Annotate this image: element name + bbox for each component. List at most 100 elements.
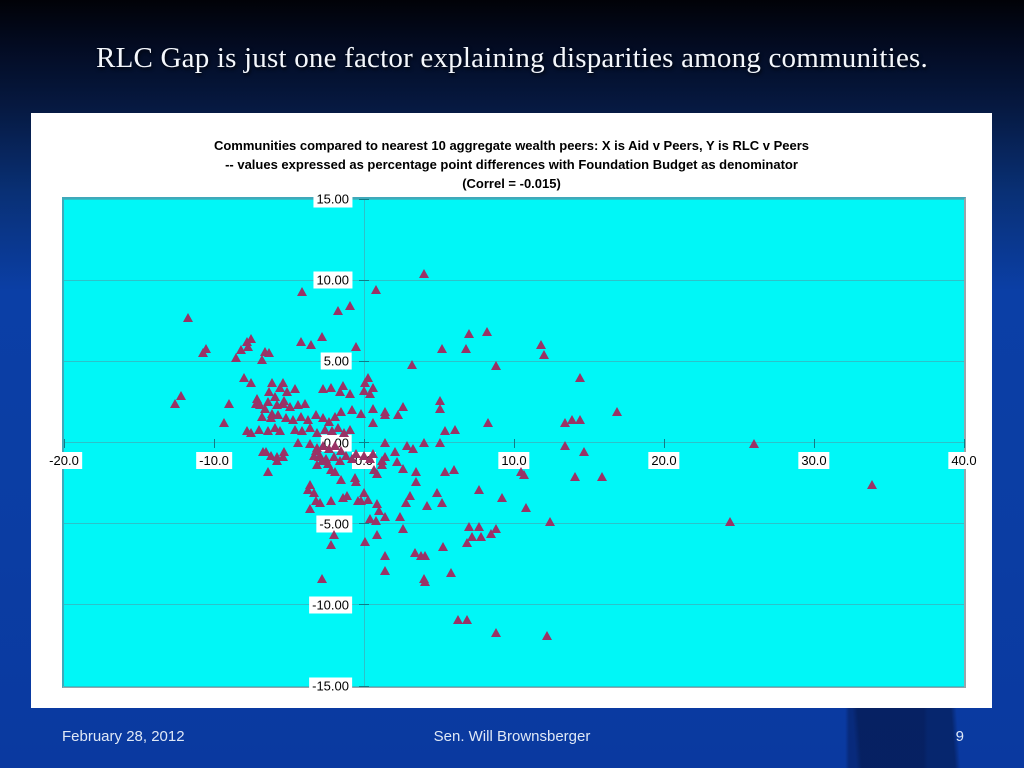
y-axis-tick bbox=[359, 442, 369, 443]
data-point-triangle bbox=[367, 403, 378, 413]
data-point-triangle bbox=[405, 491, 415, 501]
data-point-triangle bbox=[360, 377, 370, 387]
data-point-triangle bbox=[394, 512, 405, 522]
data-point-triangle bbox=[397, 402, 408, 412]
data-point-triangle bbox=[358, 488, 369, 498]
data-point-triangle bbox=[282, 387, 292, 397]
data-point-triangle bbox=[198, 348, 208, 358]
data-point-triangle bbox=[246, 428, 256, 437]
data-point-triangle bbox=[355, 496, 366, 506]
data-point-triangle bbox=[496, 492, 507, 502]
slide-title: RLC Gap is just one factor explaining di… bbox=[96, 42, 928, 74]
data-point-triangle bbox=[277, 452, 288, 462]
data-point-triangle bbox=[325, 382, 336, 392]
gridline-horizontal bbox=[64, 279, 964, 281]
data-point-triangle bbox=[612, 406, 622, 416]
data-point-triangle bbox=[460, 343, 471, 353]
data-point-triangle bbox=[175, 390, 186, 400]
footer-date: February 28, 2012 bbox=[62, 728, 185, 745]
data-point-triangle bbox=[574, 372, 585, 382]
data-point-triangle bbox=[330, 440, 340, 450]
data-point-triangle bbox=[574, 415, 585, 425]
data-point-triangle bbox=[355, 408, 366, 418]
y-axis-tick bbox=[359, 198, 369, 200]
data-point-triangle bbox=[328, 452, 339, 462]
data-point-triangle bbox=[400, 497, 411, 507]
data-point-triangle bbox=[435, 437, 445, 447]
data-point-triangle bbox=[351, 449, 361, 459]
data-point-triangle bbox=[462, 614, 472, 624]
data-point-triangle bbox=[336, 406, 346, 416]
x-axis-tick-label: -20.0 bbox=[46, 451, 82, 469]
y-axis-tick bbox=[359, 604, 369, 606]
data-point-triangle bbox=[262, 426, 273, 436]
data-point-triangle bbox=[372, 499, 382, 509]
x-axis-tick bbox=[363, 438, 365, 448]
y-axis-tick-label: -5.00 bbox=[316, 515, 352, 533]
data-point-triangle bbox=[201, 343, 211, 353]
x-axis-tick-label: 10.0 bbox=[498, 451, 530, 469]
data-point-triangle bbox=[274, 426, 285, 436]
data-point-triangle bbox=[277, 377, 288, 387]
x-axis-tick-label: 20.0 bbox=[648, 451, 680, 469]
data-point-triangle bbox=[328, 530, 339, 540]
data-point-triangle bbox=[486, 528, 496, 538]
data-point-triangle bbox=[351, 476, 361, 486]
data-point-triangle bbox=[409, 548, 420, 558]
data-point-triangle bbox=[279, 447, 289, 457]
x-axis-tick bbox=[813, 438, 815, 448]
data-point-triangle bbox=[379, 512, 390, 522]
data-point-triangle bbox=[297, 426, 307, 436]
data-point-triangle bbox=[262, 466, 273, 476]
data-point-triangle bbox=[393, 410, 403, 420]
data-point-triangle bbox=[280, 413, 291, 423]
data-point-triangle bbox=[333, 423, 343, 433]
data-point-triangle bbox=[519, 470, 529, 480]
data-point-triangle bbox=[372, 468, 382, 478]
data-point-triangle bbox=[373, 505, 384, 515]
data-point-triangle bbox=[223, 398, 234, 408]
data-point-triangle bbox=[273, 410, 283, 420]
data-point-triangle bbox=[169, 398, 180, 408]
data-point-triangle bbox=[309, 488, 319, 498]
y-axis-tick-label: -10.00 bbox=[309, 596, 352, 614]
chart-title-line-2: -- values expressed as percentage point … bbox=[225, 157, 798, 172]
data-point-triangle bbox=[432, 488, 442, 498]
data-point-triangle bbox=[411, 476, 421, 486]
data-point-triangle bbox=[313, 452, 324, 462]
data-point-triangle bbox=[360, 536, 370, 546]
data-point-triangle bbox=[370, 515, 381, 525]
data-point-triangle bbox=[288, 415, 298, 425]
data-point-triangle bbox=[439, 466, 450, 476]
data-point-triangle bbox=[363, 372, 373, 382]
x-axis-tick bbox=[513, 438, 515, 448]
data-point-triangle bbox=[364, 514, 375, 524]
data-point-triangle bbox=[312, 460, 322, 470]
data-point-triangle bbox=[333, 306, 343, 316]
data-point-triangle bbox=[475, 531, 486, 541]
data-point-triangle bbox=[304, 439, 315, 449]
data-point-triangle bbox=[490, 523, 501, 533]
data-point-triangle bbox=[256, 354, 267, 364]
data-point-triangle bbox=[235, 345, 246, 355]
data-point-triangle bbox=[436, 343, 447, 353]
data-point-triangle bbox=[351, 341, 361, 351]
data-point-triangle bbox=[255, 400, 265, 410]
gridline-horizontal bbox=[64, 523, 964, 525]
data-point-triangle bbox=[318, 384, 328, 394]
data-point-triangle bbox=[391, 457, 402, 467]
data-point-triangle bbox=[304, 423, 315, 433]
x-axis-tick bbox=[213, 438, 215, 448]
data-point-triangle bbox=[370, 285, 381, 295]
data-point-triangle bbox=[256, 411, 267, 421]
data-point-triangle bbox=[289, 424, 300, 434]
data-point-triangle bbox=[274, 382, 285, 392]
data-point-triangle bbox=[379, 410, 390, 420]
data-point-triangle bbox=[463, 522, 474, 532]
data-point-triangle bbox=[346, 453, 357, 463]
data-point-triangle bbox=[435, 403, 445, 413]
data-point-triangle bbox=[265, 413, 276, 423]
data-point-triangle bbox=[367, 449, 378, 459]
gridline-horizontal bbox=[64, 198, 964, 200]
data-point-triangle bbox=[312, 428, 322, 437]
